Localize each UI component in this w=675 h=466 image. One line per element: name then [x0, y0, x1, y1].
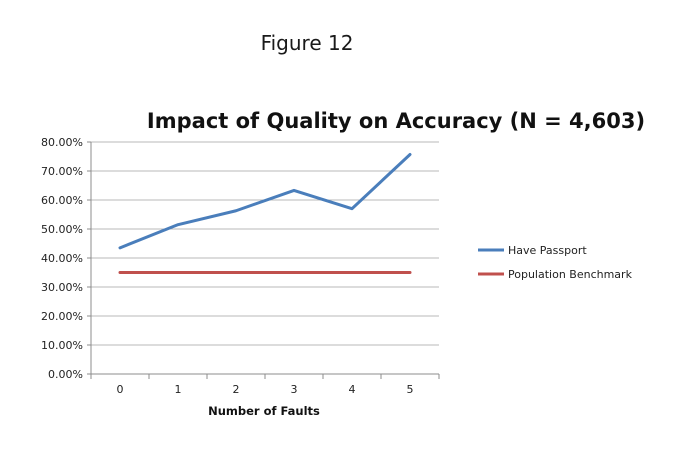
y-tick-label: 60.00%: [41, 194, 83, 207]
data-point: [350, 271, 354, 274]
x-tick-label: 2: [233, 383, 240, 396]
x-tick-label: 5: [407, 383, 414, 396]
y-tick-label: 0.00%: [48, 368, 83, 381]
x-tick-label: 1: [175, 383, 182, 396]
x-tick-label: 3: [291, 383, 298, 396]
data-point: [350, 207, 354, 210]
axes: [87, 141, 440, 379]
y-tick-label: 80.00%: [41, 136, 83, 149]
y-tick-label: 20.00%: [41, 310, 83, 323]
data-point: [118, 246, 122, 250]
data-point: [408, 153, 412, 156]
x-tick-labels: 0 1 2 3 4 5: [117, 383, 414, 396]
y-tick-label: 40.00%: [41, 252, 83, 265]
legend: Have Passport Population Benchmark: [478, 244, 633, 281]
series-lines: [118, 152, 412, 274]
y-tick-label: 10.00%: [41, 339, 83, 352]
y-tick-label: 50.00%: [41, 223, 83, 236]
data-point: [176, 271, 180, 274]
data-point: [176, 223, 180, 226]
data-point: [292, 189, 296, 192]
x-tick-label: 4: [349, 383, 356, 396]
data-point: [234, 209, 238, 212]
legend-label: Population Benchmark: [508, 268, 633, 281]
data-point: [234, 271, 238, 274]
data-point: [118, 271, 122, 274]
x-axis-title: Number of Faults: [208, 404, 320, 418]
chart-title: Impact of Quality on Accuracy (N = 4,603…: [147, 109, 645, 133]
y-tick-label: 70.00%: [41, 165, 83, 178]
gridlines: [91, 141, 439, 346]
y-tick-label: 30.00%: [41, 281, 83, 294]
figure-label: Figure 12: [261, 31, 354, 55]
series-line-have-passport: [118, 152, 412, 250]
data-point: [292, 271, 296, 274]
legend-label: Have Passport: [508, 244, 587, 257]
y-tick-labels: 0.00% 10.00% 20.00% 30.00% 40.00% 50.00% 60.00…: [41, 136, 83, 381]
data-point: [408, 271, 412, 274]
x-tick-label: 0: [117, 383, 124, 396]
